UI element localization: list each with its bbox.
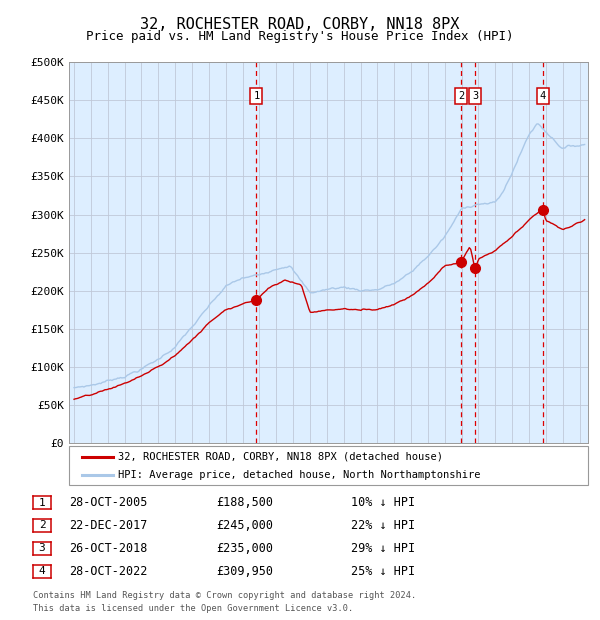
Text: 25% ↓ HPI: 25% ↓ HPI xyxy=(351,565,415,578)
Text: 28-OCT-2022: 28-OCT-2022 xyxy=(69,565,148,578)
Text: 4: 4 xyxy=(38,566,46,577)
Text: 32, ROCHESTER ROAD, CORBY, NN18 8PX: 32, ROCHESTER ROAD, CORBY, NN18 8PX xyxy=(140,17,460,32)
Text: £188,500: £188,500 xyxy=(216,496,273,509)
Text: 22% ↓ HPI: 22% ↓ HPI xyxy=(351,519,415,532)
Text: 2: 2 xyxy=(458,91,464,101)
Text: 4: 4 xyxy=(540,91,546,101)
Text: 10% ↓ HPI: 10% ↓ HPI xyxy=(351,496,415,509)
Text: £245,000: £245,000 xyxy=(216,519,273,532)
Text: 29% ↓ HPI: 29% ↓ HPI xyxy=(351,542,415,555)
Text: £235,000: £235,000 xyxy=(216,542,273,555)
Text: 3: 3 xyxy=(472,91,478,101)
Text: 22-DEC-2017: 22-DEC-2017 xyxy=(69,519,148,532)
Text: Price paid vs. HM Land Registry's House Price Index (HPI): Price paid vs. HM Land Registry's House … xyxy=(86,30,514,43)
Text: 3: 3 xyxy=(38,543,46,554)
Text: 1: 1 xyxy=(38,497,46,508)
Text: 2: 2 xyxy=(38,520,46,531)
Text: 28-OCT-2005: 28-OCT-2005 xyxy=(69,496,148,509)
Text: £309,950: £309,950 xyxy=(216,565,273,578)
Text: 1: 1 xyxy=(253,91,260,101)
Text: 26-OCT-2018: 26-OCT-2018 xyxy=(69,542,148,555)
Text: 32, ROCHESTER ROAD, CORBY, NN18 8PX (detached house): 32, ROCHESTER ROAD, CORBY, NN18 8PX (det… xyxy=(118,452,443,462)
Text: HPI: Average price, detached house, North Northamptonshire: HPI: Average price, detached house, Nort… xyxy=(118,470,481,480)
Text: Contains HM Land Registry data © Crown copyright and database right 2024.
This d: Contains HM Land Registry data © Crown c… xyxy=(33,591,416,613)
